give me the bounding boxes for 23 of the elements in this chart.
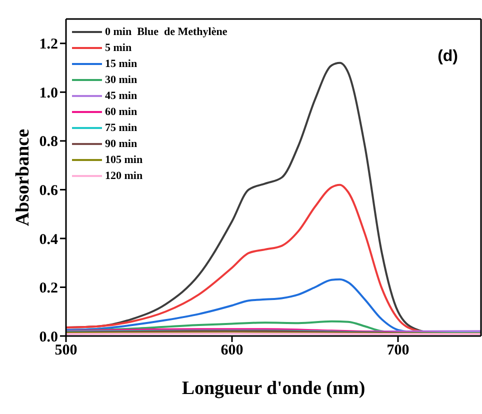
x-tick-label: 600: [220, 342, 244, 359]
x-axis-title: Longueur d'onde (nm): [182, 378, 366, 399]
y-tick-label: 0.6: [39, 183, 58, 200]
x-tick-label: 500: [54, 342, 78, 359]
y-axis-title: Absorbance: [12, 128, 34, 226]
legend-label: 0 min Blue de Methylène: [105, 24, 228, 40]
y-tick-label: 0.2: [39, 280, 58, 297]
legend-label: 60 min: [105, 104, 138, 120]
x-tick-label: 700: [386, 342, 410, 359]
legend-label: 5 min: [105, 40, 132, 56]
y-tick-label: 1.2: [39, 36, 58, 53]
legend-label: 45 min: [105, 88, 138, 104]
legend-label: 90 min: [105, 136, 138, 152]
annotation: (d): [438, 48, 458, 66]
legend-label: 75 min: [105, 120, 138, 136]
legend-label: 105 min: [105, 152, 143, 168]
y-tick-label: 0.0: [39, 329, 58, 346]
legend-label: 120 min: [105, 168, 143, 184]
y-tick-label: 1.0: [39, 85, 58, 102]
legend-label: 30 min: [105, 72, 138, 88]
y-tick-label: 0.8: [39, 134, 58, 150]
y-tick-label: 0.4: [39, 232, 58, 248]
legend-label: 15 min: [105, 56, 138, 72]
